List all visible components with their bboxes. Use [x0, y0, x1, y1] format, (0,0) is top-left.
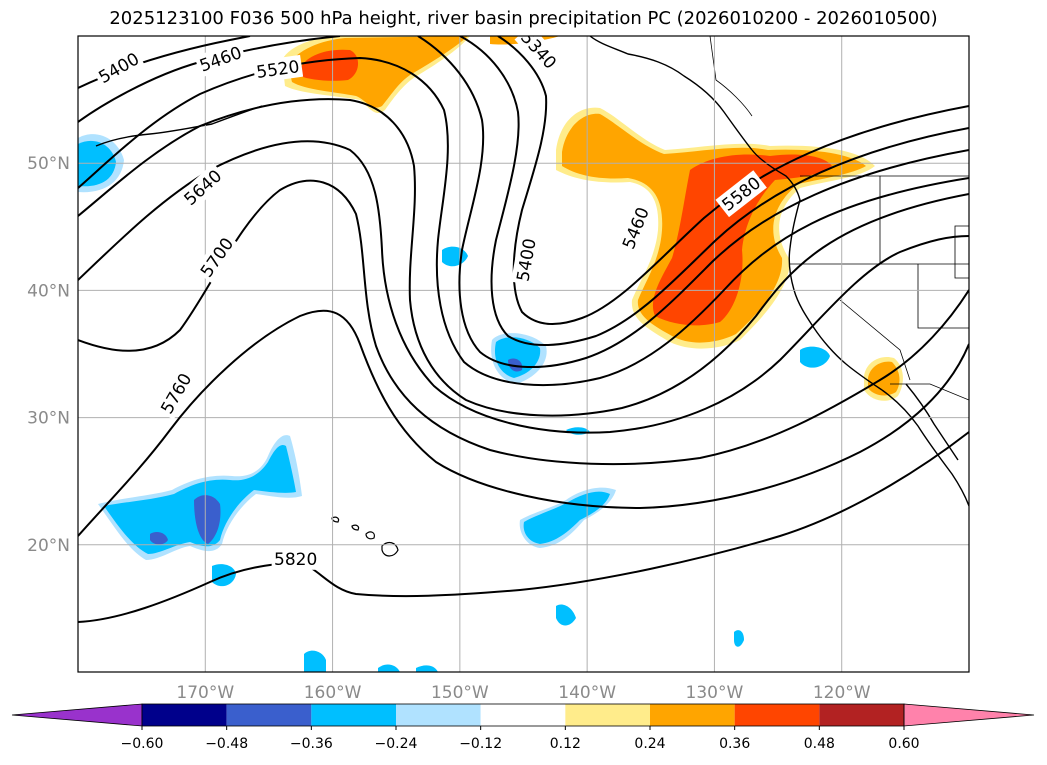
longitude-ticks: 170°W 160°W 150°W 140°W 130°W 120°W: [176, 683, 870, 703]
border-mexico: [890, 383, 969, 401]
colorbar-tick-label: −0.36: [290, 736, 333, 752]
contour-label-mask: [92, 46, 146, 90]
contour-label-mask: [154, 367, 198, 420]
colorbar-segment: [311, 704, 396, 726]
colorbar-segment: [819, 704, 904, 726]
colorbar-tick-label: 0.60: [888, 736, 919, 752]
longitude-tick-label: 120°W: [813, 683, 871, 703]
border-state-4: [839, 299, 911, 381]
contour-label-mask: [514, 36, 564, 76]
neg-region-small-4: [378, 664, 400, 672]
contour-label-mask: [252, 54, 304, 84]
contour-label: 5820: [271, 547, 320, 570]
longitude-tick-label: 150°W: [431, 683, 489, 703]
colorbar-tick-label: 0.36: [719, 736, 750, 752]
coastline-us-west: [788, 247, 883, 391]
colorbar: [11, 703, 1035, 727]
colorbar-tick-label: 0.12: [550, 736, 581, 752]
contour-label-mask: [715, 170, 767, 218]
neg-region-hawaii-west-peak: [194, 495, 221, 544]
island-maui: [365, 531, 375, 540]
contour-5520: [78, 56, 969, 387]
island-big-island: [381, 541, 399, 557]
precip-region-alaska-peak: [300, 49, 359, 81]
longitude-tick-label: 160°W: [304, 683, 362, 703]
latitude-ticks: 20°N 30°N 40°N 50°N: [27, 154, 70, 556]
contour-label-text: 5820: [274, 550, 317, 570]
contour-5760: [78, 309, 969, 537]
neg-region-offshore: [800, 346, 830, 368]
gridlines: [78, 36, 969, 672]
longitude-tick-label: 130°W: [686, 683, 744, 703]
colorbar-segment: [480, 704, 566, 726]
colorbar-outline: [141, 703, 905, 727]
coastline-british-columbia: [751, 149, 801, 249]
contour-5400-a: [78, 36, 251, 89]
border-state-3: [917, 264, 969, 329]
coastline-gulf-california: [905, 383, 959, 461]
coastline-gulf-alaska: [589, 36, 753, 151]
map-title: 2025123100 F036 500 hPa height, river ba…: [109, 8, 938, 29]
border-state-5: [954, 225, 969, 279]
political-borders: [709, 36, 969, 401]
colorbar-segment: [734, 704, 820, 726]
contour-label-mask: [616, 201, 655, 255]
colorbar-tick-label: 0.48: [804, 736, 835, 752]
latitude-tick-label: 50°N: [27, 154, 70, 174]
colorbar-segment: [565, 704, 650, 726]
island-oahu: [351, 524, 360, 531]
colorbar-extend-high: [903, 703, 1035, 727]
coastline-baja: [881, 389, 969, 507]
colorbar-extend-low: [11, 703, 143, 727]
colorbar-labels: −0.60 −0.48 −0.36 −0.24 −0.12 0.12 0.24 0.36 0.4…: [121, 726, 920, 752]
height-contours: [78, 36, 969, 623]
colorbar-segment: [226, 704, 312, 726]
neg-region-hawaii-west-peak2: [150, 532, 168, 545]
longitude-tick-label: 170°W: [176, 683, 234, 703]
latitude-tick-label: 30°N: [27, 409, 70, 429]
contour-label-mask: [177, 163, 228, 212]
colorbar-tick-label: −0.12: [459, 736, 502, 752]
precip-region-west-coast-peak: [652, 154, 832, 326]
longitude-tick-label: 140°W: [558, 683, 616, 703]
contour-label-mask: [193, 231, 240, 284]
colorbar-segment: [650, 704, 735, 726]
border-alaska-canada: [709, 36, 753, 117]
colorbar-tick-label: −0.60: [121, 736, 164, 752]
contour-5640: [78, 140, 969, 434]
neg-region-small-3: [304, 650, 326, 672]
colorbar-tick-label: −0.24: [375, 736, 418, 752]
contour-5820: [78, 431, 969, 623]
latitude-tick-label: 40°N: [27, 281, 70, 301]
coastline-alaska-peninsula: [95, 105, 263, 147]
latitude-tick-label: 20°N: [27, 536, 70, 556]
map-frame: [77, 35, 970, 673]
colorbar-segment: [142, 704, 227, 726]
neg-region-small-6: [734, 630, 744, 647]
precip-negative-anomaly: [78, 134, 830, 672]
contour-label-mask: [271, 547, 320, 570]
colorbar-tick-label: 0.24: [634, 736, 665, 752]
colorbar-tick-label: −0.48: [205, 736, 248, 752]
colorbar-segment: [396, 704, 481, 726]
neg-region-pacific-mid-peak: [508, 358, 523, 372]
coastlines: [95, 36, 969, 507]
contour-5580: [78, 98, 969, 417]
contour-5400-b: [459, 36, 969, 346]
neg-region-small-5: [416, 665, 438, 672]
contour-label-mask: [511, 234, 542, 286]
contour-label-mask: [194, 40, 247, 78]
neg-region-small-2: [556, 604, 576, 626]
contour-5460-b: [417, 36, 969, 369]
